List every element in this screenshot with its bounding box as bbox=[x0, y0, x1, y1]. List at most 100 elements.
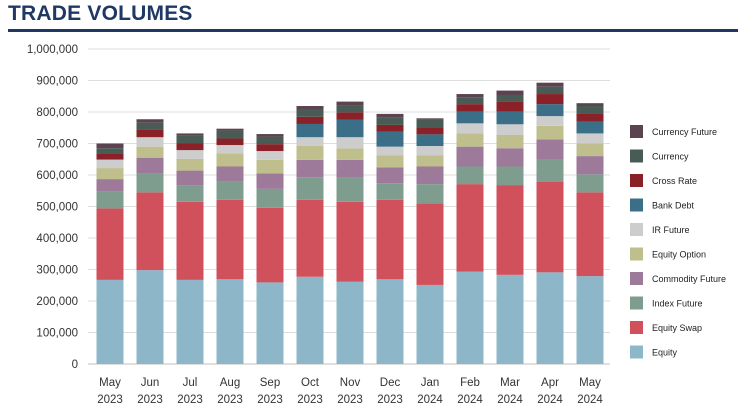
bar-segment-index-future bbox=[376, 183, 404, 200]
bar-segment-cross-rate bbox=[296, 116, 324, 124]
bar-segment-equity bbox=[216, 279, 244, 364]
y-tick-label: 0 bbox=[72, 359, 78, 371]
bar-segment-equity-option bbox=[336, 148, 364, 160]
bar-segment-cross-rate bbox=[136, 129, 164, 138]
bar-segment-equity bbox=[376, 279, 404, 364]
bar-segment-currency bbox=[416, 119, 444, 128]
legend-label: Commodity Future bbox=[652, 274, 726, 284]
bar-segment-currency bbox=[256, 136, 284, 145]
bar-segment-index-future bbox=[416, 184, 444, 204]
bar-segment-commodity-future bbox=[96, 179, 124, 192]
bar-segment-currency-future bbox=[256, 134, 284, 137]
legend-swatch bbox=[630, 272, 643, 285]
bar-segment-currency-future bbox=[216, 128, 244, 131]
x-tick-label: Jun bbox=[141, 377, 160, 389]
x-tick-label: Aug bbox=[220, 377, 240, 389]
bar-segment-currency bbox=[456, 97, 484, 105]
bar-segment-currency-future bbox=[576, 103, 604, 107]
legend-swatch bbox=[630, 174, 643, 187]
bar-segment-equity-swap bbox=[136, 192, 164, 271]
y-tick-label: 1,000,000 bbox=[27, 44, 78, 56]
bar-segment-currency bbox=[576, 106, 604, 114]
bar-segment-commodity-future bbox=[456, 146, 484, 167]
bar-segment-bank-debt bbox=[416, 134, 444, 147]
bar-segment-equity-swap bbox=[216, 199, 244, 280]
bar-segment-equity-swap bbox=[96, 208, 124, 280]
bar-segment-equity-swap bbox=[256, 207, 284, 283]
bar-segment-equity-swap bbox=[576, 192, 604, 277]
bar-segment-equity bbox=[96, 279, 124, 364]
bar-segment-ir-future bbox=[216, 145, 244, 154]
x-axis-ticks: May 2023 Jun 2023 Jul 2023 Aug 2023 Sep 2023 Oct 20… bbox=[97, 377, 603, 406]
y-tick-label: 200,000 bbox=[36, 296, 78, 308]
bar-segment-cross-rate bbox=[576, 113, 604, 122]
bar-segment-cross-rate bbox=[416, 127, 444, 135]
x-tick-label: Feb bbox=[460, 377, 480, 389]
bar-segment-ir-future bbox=[136, 137, 164, 147]
x-tick-label: 2024 bbox=[577, 394, 603, 406]
bar-segment-commodity-future bbox=[256, 173, 284, 189]
y-tick-label: 400,000 bbox=[36, 233, 78, 245]
x-tick-label: 2023 bbox=[177, 394, 203, 406]
bar-segment-currency-future bbox=[536, 82, 564, 87]
x-tick-label: 2024 bbox=[417, 394, 443, 406]
bar-segment-equity-swap bbox=[176, 201, 204, 280]
bar-segment-currency bbox=[496, 94, 524, 102]
y-tick-label: 600,000 bbox=[36, 170, 78, 182]
bar-segment-commodity-future bbox=[416, 166, 444, 185]
legend-swatch bbox=[630, 223, 643, 236]
legend-label: IR Future bbox=[652, 225, 690, 235]
legend-label: Equity Swap bbox=[652, 323, 702, 333]
bar-segment-equity-swap bbox=[416, 203, 444, 285]
bar-segment-equity bbox=[176, 279, 204, 364]
bar-segment-ir-future bbox=[176, 150, 204, 159]
bar-segment-commodity-future bbox=[136, 157, 164, 174]
bar-segment-equity-option bbox=[376, 155, 404, 168]
bar-segment-equity-swap bbox=[496, 185, 524, 275]
bar-segment-equity-option bbox=[216, 153, 244, 167]
bar-segment-equity bbox=[496, 274, 524, 364]
x-tick-label: 2023 bbox=[257, 394, 283, 406]
bar-segment-currency bbox=[536, 86, 564, 95]
bar-segment-commodity-future bbox=[336, 159, 364, 178]
y-tick-label: 900,000 bbox=[36, 76, 78, 88]
bar-segment-currency-future bbox=[136, 119, 164, 123]
bar-segment-ir-future bbox=[456, 123, 484, 134]
legend-label: Cross Rate bbox=[652, 176, 697, 186]
y-tick-label: 500,000 bbox=[36, 202, 78, 214]
bar-segment-ir-future bbox=[376, 146, 404, 156]
y-axis-ticks: 0 100,000 200,000 300,000 400,000 500,000 600,… bbox=[27, 44, 78, 371]
bar-segment-commodity-future bbox=[376, 167, 404, 184]
bar-segment-index-future bbox=[96, 191, 124, 209]
y-tick-label: 700,000 bbox=[36, 139, 78, 151]
bar-segment-equity-option bbox=[536, 125, 564, 140]
bar-segment-cross-rate bbox=[176, 143, 204, 151]
bar-segment-index-future bbox=[256, 188, 284, 208]
bars bbox=[96, 82, 604, 364]
bar-segment-equity-swap bbox=[336, 201, 364, 282]
legend-label: Currency Future bbox=[652, 127, 717, 137]
x-tick-label: Oct bbox=[301, 377, 320, 389]
bar-segment-cross-rate bbox=[336, 112, 364, 120]
chart-title: TRADE VOLUMES bbox=[8, 2, 193, 25]
bar-segment-currency bbox=[216, 130, 244, 139]
bar-segment-equity-option bbox=[576, 143, 604, 157]
legend-label: Bank Debt bbox=[652, 201, 695, 211]
legend-label: Index Future bbox=[652, 299, 703, 309]
bar-segment-index-future bbox=[136, 173, 164, 193]
bar-segment-currency bbox=[136, 122, 164, 130]
x-tick-label: Nov bbox=[340, 377, 361, 389]
bar-segment-currency-future bbox=[176, 133, 204, 136]
bar-segment-equity-option bbox=[136, 146, 164, 158]
bar-segment-bank-debt bbox=[496, 111, 524, 125]
x-tick-label: 2023 bbox=[97, 394, 123, 406]
bar-segment-equity bbox=[336, 281, 364, 364]
bar-segment-bank-debt bbox=[296, 123, 324, 138]
bar-segment-equity-swap bbox=[376, 199, 404, 280]
bar-segment-equity bbox=[136, 270, 164, 364]
bar-segment-currency-future bbox=[376, 113, 404, 118]
y-tick-label: 100,000 bbox=[36, 328, 78, 340]
legend-swatch bbox=[630, 198, 643, 212]
bar-segment-cross-rate bbox=[536, 94, 564, 105]
